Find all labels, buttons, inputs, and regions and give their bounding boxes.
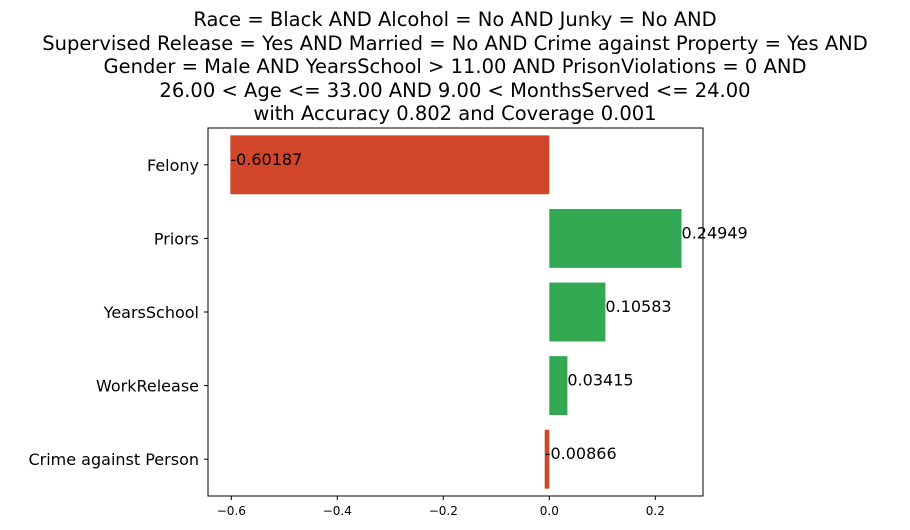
title-line-2: Supervised Release = Yes AND Married = N…: [42, 31, 868, 55]
chart-title: Race = Black AND Alcohol = No AND Junky …: [0, 8, 910, 126]
y-tick-label: YearsSchool: [103, 303, 199, 322]
bar-felony: [230, 135, 550, 195]
value-label: 0.03415: [567, 371, 633, 390]
value-label: -0.00866: [545, 444, 617, 463]
y-tick-label: Crime against Person: [28, 450, 199, 469]
bar-workrelease: [549, 356, 568, 416]
x-tick-label: 0.2: [646, 504, 665, 518]
plot-frame: [207, 127, 704, 497]
bar-yearsschool: [549, 282, 606, 342]
title-line-3: Gender = Male AND YearsSchool > 11.00 AN…: [103, 55, 807, 78]
y-tick-label: Felony: [147, 156, 199, 175]
bar-priors: [549, 208, 682, 268]
y-tick-label: Priors: [154, 229, 199, 248]
x-tick-label: −0.6: [217, 504, 246, 518]
x-tick-label: −0.2: [429, 504, 458, 518]
value-label: 0.24949: [682, 223, 748, 242]
value-label: 0.10583: [605, 297, 671, 316]
title-line-1: Race = Black AND Alcohol = No AND Junky …: [193, 8, 717, 31]
title-line-4: 26.00 < Age <= 33.00 AND 9.00 < MonthsSe…: [159, 78, 751, 102]
x-tick-label: 0.0: [540, 504, 559, 518]
value-label: -0.60187: [230, 150, 302, 169]
title-line-5: with Accuracy 0.802 and Coverage 0.001: [253, 102, 657, 125]
y-tick-label: WorkRelease: [96, 377, 199, 396]
x-tick-label: −0.4: [323, 504, 352, 518]
bar-crime-against-person: [544, 429, 550, 489]
